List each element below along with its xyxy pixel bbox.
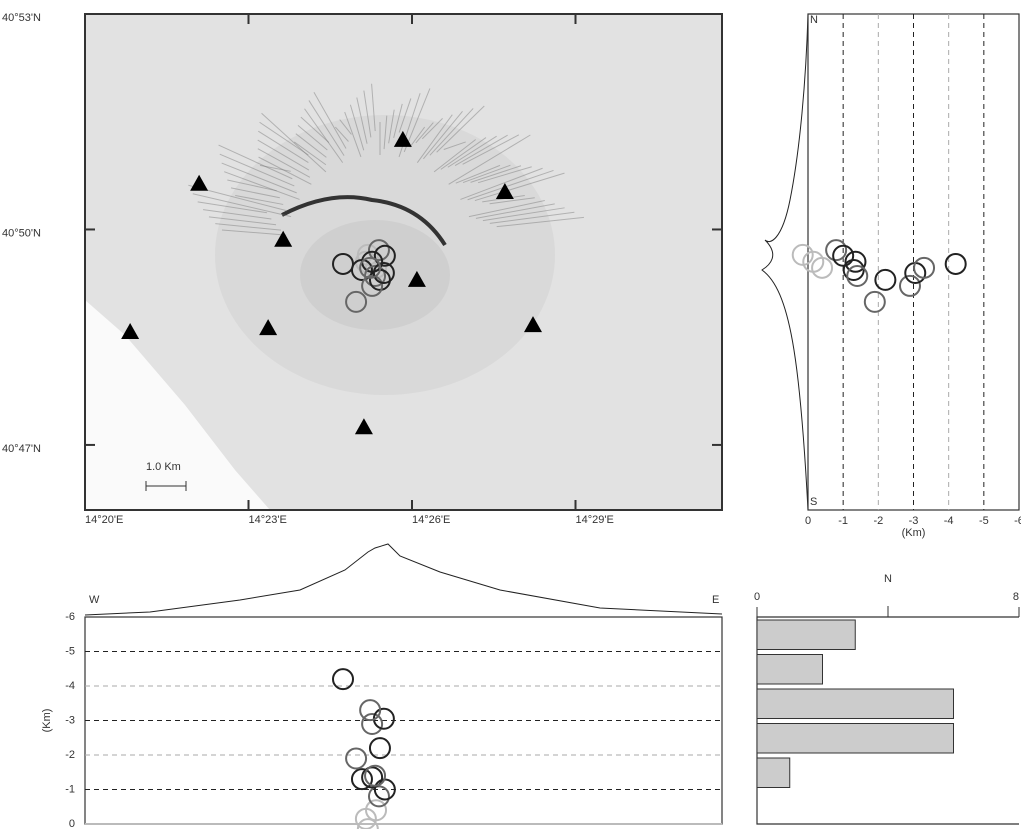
bar bbox=[757, 620, 855, 650]
y-tick-label: 40°47'N bbox=[2, 443, 41, 455]
y-tick-label: -1 bbox=[65, 783, 75, 795]
y-tick-label: -6 bbox=[65, 611, 75, 623]
event bbox=[847, 266, 867, 286]
bar bbox=[757, 655, 823, 685]
x-tick-label: 0 bbox=[805, 515, 811, 527]
x-tick-label: 8 bbox=[1013, 591, 1019, 603]
event bbox=[865, 292, 885, 312]
bar bbox=[757, 724, 954, 754]
ns-topography bbox=[762, 14, 808, 510]
event bbox=[333, 669, 353, 689]
ew-topography bbox=[85, 544, 722, 615]
x-tick-label: -6 bbox=[1014, 515, 1021, 527]
event bbox=[362, 714, 382, 734]
event bbox=[946, 254, 966, 274]
y-tick-label: 0 bbox=[69, 818, 75, 829]
bar bbox=[757, 758, 790, 788]
bar bbox=[757, 689, 954, 719]
south-label: S bbox=[810, 496, 817, 508]
x-tick-label: -3 bbox=[909, 515, 919, 527]
x-tick-label: -5 bbox=[979, 515, 989, 527]
event bbox=[346, 748, 366, 768]
page: 1.0 Km 14°20'E 14°23'E 14°26'E 14°29'E 40°53… bbox=[0, 0, 1021, 829]
event bbox=[900, 276, 920, 296]
y-tick-label: -4 bbox=[65, 680, 75, 692]
x-tick-label: 14°26'E bbox=[412, 514, 450, 526]
y-tick-label: -3 bbox=[65, 714, 75, 726]
x-axis-label: (Km) bbox=[902, 527, 926, 539]
x-tick-label: -2 bbox=[873, 515, 883, 527]
x-tick-label: -1 bbox=[838, 515, 848, 527]
x-tick-label: 14°23'E bbox=[249, 514, 287, 526]
east-label: E bbox=[712, 594, 719, 606]
figure: 1.0 Km 14°20'E 14°23'E 14°26'E 14°29'E 40°53… bbox=[0, 0, 1021, 829]
event bbox=[370, 738, 390, 758]
x-tick-label: -4 bbox=[944, 515, 954, 527]
y-tick-label: 40°50'N bbox=[2, 227, 41, 239]
y-axis-label: (Km) bbox=[41, 709, 53, 733]
y-tick-label: 40°53'N bbox=[2, 12, 41, 24]
y-tick-label: -5 bbox=[65, 645, 75, 657]
west-label: W bbox=[89, 594, 100, 606]
x-tick-label: 0 bbox=[754, 591, 760, 603]
x-tick-label: 14°29'E bbox=[576, 514, 614, 526]
y-tick-label: -2 bbox=[65, 749, 75, 761]
north-label: N bbox=[810, 14, 818, 26]
x-tick-label: 14°20'E bbox=[85, 514, 123, 526]
scale-label: 1.0 Km bbox=[146, 461, 181, 473]
map-relief bbox=[85, 14, 722, 510]
x-axis-label: N bbox=[884, 573, 892, 585]
